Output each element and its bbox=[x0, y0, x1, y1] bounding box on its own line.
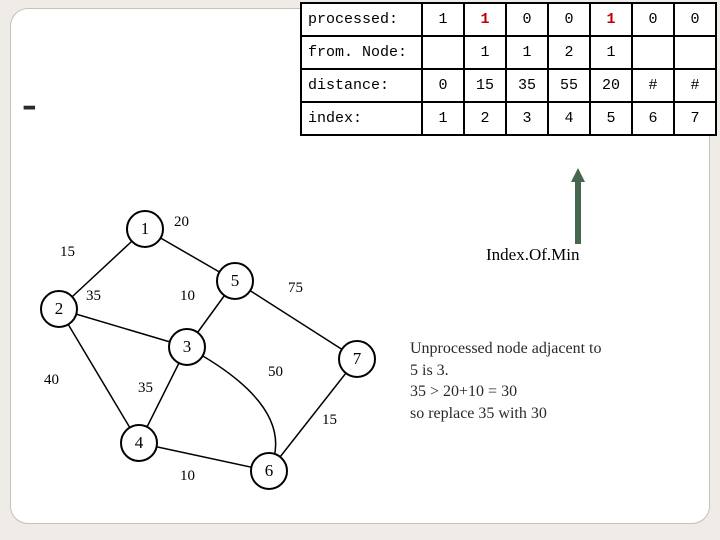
table-cell: 0 bbox=[674, 3, 716, 36]
graph-node: 4 bbox=[120, 424, 158, 462]
table-cell: 7 bbox=[674, 102, 716, 135]
graph-node: 6 bbox=[250, 452, 288, 490]
table-cell: 1 bbox=[422, 102, 464, 135]
table-row-label: distance: bbox=[301, 69, 422, 102]
edge-weight-label: 40 bbox=[44, 372, 59, 389]
edge-weight-label: 10 bbox=[180, 468, 195, 485]
table-cell: 0 bbox=[632, 3, 674, 36]
table-cell: 55 bbox=[548, 69, 590, 102]
edge-weight-label: 15 bbox=[322, 412, 337, 429]
table-cell: 1 bbox=[422, 3, 464, 36]
table-cell: 2 bbox=[464, 102, 506, 135]
table-cell: 6 bbox=[632, 102, 674, 135]
graph-node: 7 bbox=[338, 340, 376, 378]
table-cell: 0 bbox=[506, 3, 548, 36]
table-cell bbox=[632, 36, 674, 69]
edge-weight-label: 50 bbox=[268, 364, 283, 381]
bullet-dash: - bbox=[22, 78, 37, 129]
table-cell: 1 bbox=[590, 36, 632, 69]
edge-weight-label: 35 bbox=[86, 288, 101, 305]
algorithm-state-table: processed:1100100from. Node:1121distance… bbox=[300, 2, 717, 136]
table-cell: 15 bbox=[464, 69, 506, 102]
edge-weight-label: 15 bbox=[60, 244, 75, 261]
explanation-text: Unprocessed node adjacent to5 is 3.35 > … bbox=[410, 338, 601, 424]
table-cell: 4 bbox=[548, 102, 590, 135]
table-cell: 1 bbox=[464, 3, 506, 36]
index-arrow-stem bbox=[575, 180, 581, 244]
table-cell: 20 bbox=[590, 69, 632, 102]
table-cell: 0 bbox=[548, 3, 590, 36]
table-cell: 1 bbox=[464, 36, 506, 69]
graph-node: 3 bbox=[168, 328, 206, 366]
edge-weight-label: 75 bbox=[288, 280, 303, 297]
table-cell: # bbox=[632, 69, 674, 102]
table-cell bbox=[674, 36, 716, 69]
graph-node: 2 bbox=[40, 290, 78, 328]
index-of-min-label: Index.Of.Min bbox=[486, 245, 579, 265]
table-cell: # bbox=[674, 69, 716, 102]
table-row-label: processed: bbox=[301, 3, 422, 36]
table-cell: 2 bbox=[548, 36, 590, 69]
table-row-label: from. Node: bbox=[301, 36, 422, 69]
table-cell: 1 bbox=[590, 3, 632, 36]
table-cell: 35 bbox=[506, 69, 548, 102]
graph-node: 5 bbox=[216, 262, 254, 300]
edge-weight-label: 20 bbox=[174, 214, 189, 231]
table-cell: 5 bbox=[590, 102, 632, 135]
edge-weight-label: 35 bbox=[138, 380, 153, 397]
graph-node: 1 bbox=[126, 210, 164, 248]
table-cell: 1 bbox=[506, 36, 548, 69]
edge-weight-label: 10 bbox=[180, 288, 195, 305]
graph-diagram: 1 2 53 4 7 6 15 20 35 10 40 35 10 50 75 15 bbox=[40, 210, 400, 510]
table-cell: 0 bbox=[422, 69, 464, 102]
table-row-label: index: bbox=[301, 102, 422, 135]
table-cell: 3 bbox=[506, 102, 548, 135]
table-cell bbox=[422, 36, 464, 69]
